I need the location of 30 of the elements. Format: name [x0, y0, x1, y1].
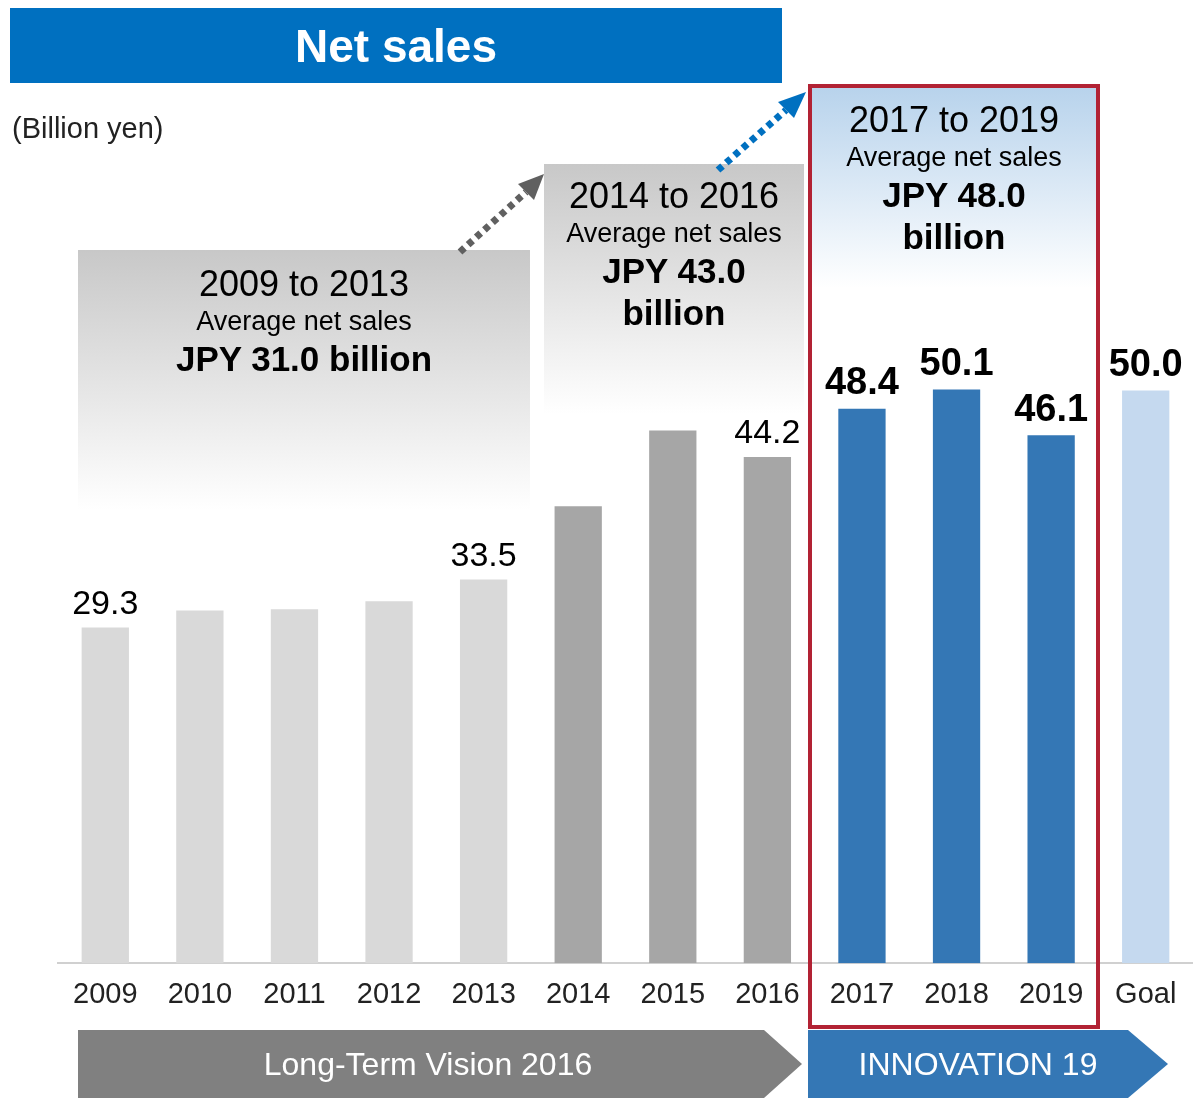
x-tick-label: 2009 [73, 976, 138, 1009]
x-tick-label: 2014 [545, 976, 611, 1009]
x-tick-label: 2018 [924, 976, 989, 1009]
data-label: 44.2 [734, 412, 801, 451]
chart-title: Net sales [10, 8, 782, 83]
bar [838, 408, 886, 964]
data-label: 50.1 [919, 340, 994, 383]
bar [554, 506, 602, 964]
bar [743, 456, 792, 964]
bar [932, 389, 981, 964]
x-tick-label: 2013 [451, 976, 516, 1009]
x-tick-label: 2012 [356, 976, 422, 1009]
bar [1122, 390, 1170, 964]
bar [1027, 435, 1075, 964]
data-label: 48.4 [824, 360, 899, 403]
x-tick-label: 2010 [167, 976, 233, 1009]
x-tick-label: 2016 [735, 976, 800, 1009]
x-tick-label: 2011 [263, 976, 326, 1009]
text: (Billion yen) [12, 112, 164, 145]
x-tick-label: 2017 [829, 976, 895, 1009]
text: INNOVATION 19 [857, 1045, 1099, 1084]
x-tick-label: Goal [1115, 976, 1177, 1009]
data-label: 29.3 [72, 582, 139, 621]
bar [649, 430, 697, 964]
text: Long-Term Vision 2016 [262, 1045, 594, 1084]
data-label: 33.5 [450, 534, 517, 573]
x-tick-label: 2015 [640, 976, 706, 1009]
data-label: 50.0 [1108, 342, 1183, 385]
x-tick-label: 2019 [1018, 976, 1084, 1009]
data-label: 46.1 [1014, 386, 1089, 429]
